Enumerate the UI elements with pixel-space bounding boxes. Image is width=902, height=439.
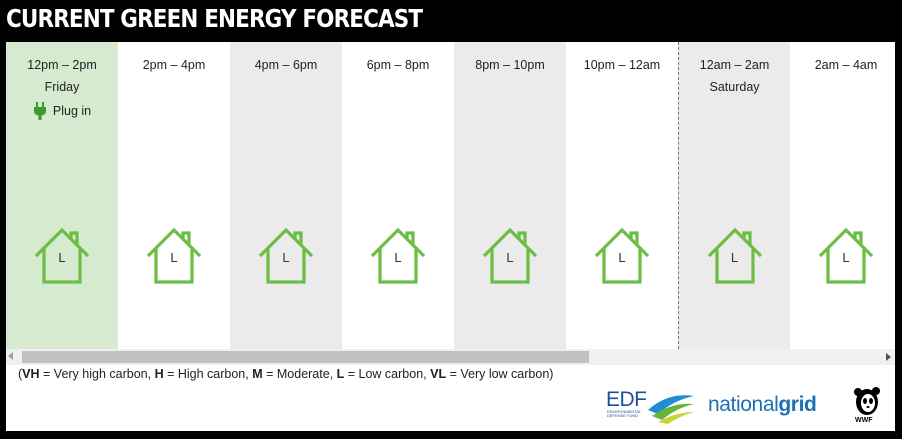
forecast-slot: 12am – 2am Saturday L <box>678 42 790 349</box>
forecast-slot: 2pm – 4pm L <box>118 42 230 349</box>
horizontal-scrollbar[interactable] <box>6 349 895 365</box>
forecast-slot: 10pm – 12am L <box>566 42 678 349</box>
forecast-slot: 2am – 4am L <box>790 42 895 349</box>
forecast-slot: 6pm – 8pm L <box>342 42 454 349</box>
legend-code: M <box>252 367 263 381</box>
plug-in-label: Plug in <box>52 104 92 118</box>
forecast-title: CURRENT GREEN ENERGY FORECAST <box>6 4 423 33</box>
legend-desc: Very low carbon <box>460 367 550 381</box>
forecast-slots: 12pm – 2pm Friday Plug in L 2pm – 4pm L <box>6 42 895 349</box>
scrollbar-thumb[interactable] <box>22 351 589 363</box>
house-icon <box>707 227 763 284</box>
forecast-slot: 12pm – 2pm Friday Plug in L <box>6 42 118 349</box>
carbon-level: L <box>730 250 739 265</box>
house-icon <box>146 227 202 284</box>
plug-icon <box>33 102 46 120</box>
panda-icon[interactable] <box>852 386 884 428</box>
scroll-left-arrow-icon[interactable] <box>8 352 13 360</box>
slot-time: 12pm – 2pm <box>27 58 97 72</box>
slot-time: 2pm – 4pm <box>142 58 206 72</box>
carbon-level: L <box>394 250 402 265</box>
slot-day: Saturday <box>709 80 760 94</box>
edf-logo-text: EDF <box>606 388 647 411</box>
carbon-legend: (VH = Very high carbon, H = High carbon,… <box>18 367 554 381</box>
edf-logo-subtext: ENVIRONMENTAL DEFENSE FUND <box>607 409 642 418</box>
forecast-panel: 12pm – 2pm Friday Plug in L 2pm – 4pm L <box>6 42 895 431</box>
legend-desc: Very high carbon <box>53 367 148 381</box>
edf-logo[interactable]: EDF ENVIRONMENTAL DEFENSE FUND <box>606 388 696 428</box>
slot-time: 4pm – 6pm <box>254 58 318 72</box>
house-icon <box>818 227 874 284</box>
carbon-level: L <box>506 250 514 265</box>
ng-logo-part1: national <box>708 393 779 416</box>
house-icon <box>34 227 90 284</box>
house-icon <box>258 227 314 284</box>
edf-swoosh-icon <box>648 395 694 424</box>
carbon-level: L <box>170 250 178 265</box>
house-icon <box>594 227 650 284</box>
legend-desc: Moderate <box>276 367 330 381</box>
national-grid-logo[interactable]: nationalgrid <box>708 393 817 417</box>
slot-time: 8pm – 10pm <box>475 58 545 72</box>
slot-time: 6pm – 8pm <box>366 58 430 72</box>
slot-day: Friday <box>44 80 80 94</box>
slot-time: 10pm – 12am <box>583 58 661 72</box>
slot-time: 2am – 4am <box>814 58 878 72</box>
ng-logo-part2: grid <box>778 393 817 416</box>
legend-code: VL <box>430 367 447 381</box>
carbon-level: L <box>58 250 66 265</box>
carbon-level: L <box>618 250 626 265</box>
legend-desc: High carbon <box>177 367 246 381</box>
legend-code: L <box>336 367 345 381</box>
scroll-right-arrow-icon[interactable] <box>886 353 891 361</box>
carbon-level: L <box>842 250 850 265</box>
legend-code: VH <box>22 367 40 381</box>
carbon-level: L <box>282 250 290 265</box>
legend-code: H <box>154 367 164 381</box>
plug-in-indicator: Plug in <box>6 102 118 120</box>
partner-logos: EDF ENVIRONMENTAL DEFENSE FUND nationalg… <box>6 382 895 431</box>
legend-desc: Low carbon <box>358 367 424 381</box>
slot-time: 12am – 2am <box>699 58 770 72</box>
wwf-logo-text: WWF <box>855 417 873 424</box>
house-icon <box>482 227 538 284</box>
house-icon <box>370 227 426 284</box>
forecast-slot: 4pm – 6pm L <box>230 42 342 349</box>
forecast-slot: 8pm – 10pm L <box>454 42 566 349</box>
